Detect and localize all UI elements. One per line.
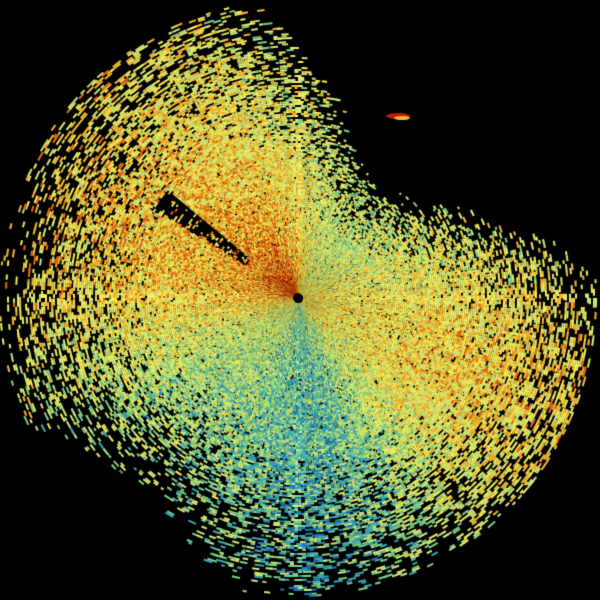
radar-site-marker <box>294 294 303 303</box>
